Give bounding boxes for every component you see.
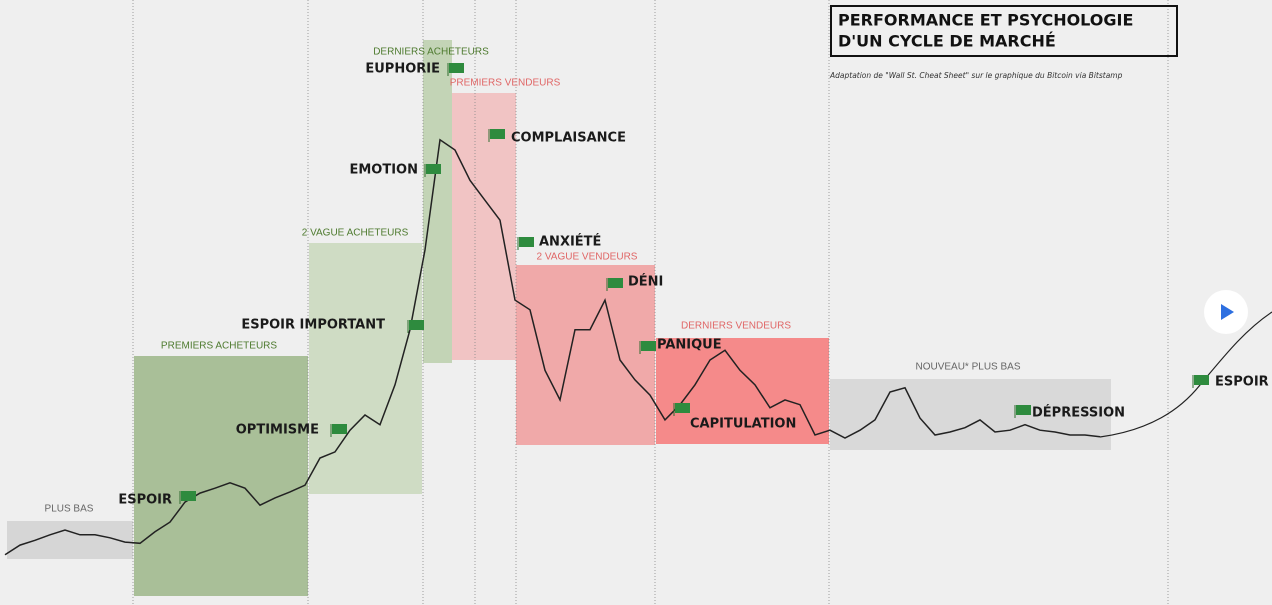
chart-title: PERFORMANCE ET PSYCHOLOGIE: [838, 11, 1133, 30]
play-icon: [1221, 304, 1234, 320]
zones: [7, 40, 1111, 596]
subtitle: Adaptation de "Wall St. Cheat Sheet" sur…: [829, 71, 1123, 80]
zone: [423, 40, 452, 363]
phase-label: ESPOIR IMPORTANT: [241, 318, 385, 333]
flag: [181, 491, 196, 501]
zone: [516, 265, 655, 445]
phase-label: PANIQUE: [657, 338, 722, 353]
phase-label: ESPOIR: [118, 493, 172, 508]
flag: [490, 129, 505, 139]
flag: [1016, 405, 1031, 415]
phase-label: ESPOIR: [1215, 375, 1269, 390]
flag: [332, 424, 347, 434]
phase-label: ANXIÉTÉ: [539, 234, 601, 250]
zone: [7, 521, 133, 559]
zone: [452, 93, 516, 360]
zone: [656, 338, 829, 444]
zone-label: PREMIERS VENDEURS: [450, 78, 561, 89]
zone-label: DERNIERS ACHETEURS: [373, 47, 489, 58]
flag: [608, 278, 623, 288]
zone-label: 2 VAGUE VENDEURS: [537, 252, 638, 263]
flag: [426, 164, 441, 174]
phase-label: COMPLAISANCE: [511, 131, 626, 146]
zone: [134, 356, 308, 596]
phase-label: EMOTION: [349, 163, 418, 178]
zone-label: 2 VAGUE ACHETEURS: [302, 228, 409, 239]
flag: [641, 341, 656, 351]
phase-label: OPTIMISME: [236, 423, 319, 438]
zone-label: PREMIERS ACHETEURS: [161, 341, 277, 352]
zone-label: PLUS BAS: [45, 504, 94, 515]
phase-label: EUPHORIE: [365, 62, 440, 77]
phase-label: CAPITULATION: [690, 417, 796, 432]
zone: [309, 243, 422, 494]
title-box: [830, 5, 1178, 57]
separators: [132, 0, 1169, 605]
chart-title: D'UN CYCLE DE MARCHÉ: [838, 32, 1056, 51]
phase-label: DÉPRESSION: [1032, 405, 1125, 421]
flag: [675, 403, 690, 413]
flag: [449, 63, 464, 73]
flag: [1194, 375, 1209, 385]
zone: [830, 379, 1111, 450]
flag: [409, 320, 424, 330]
zone-label: DERNIERS VENDEURS: [681, 321, 791, 332]
phase-label: DÉNI: [628, 274, 663, 290]
flag: [519, 237, 534, 247]
zone-label: NOUVEAU* PLUS BAS: [915, 362, 1020, 373]
